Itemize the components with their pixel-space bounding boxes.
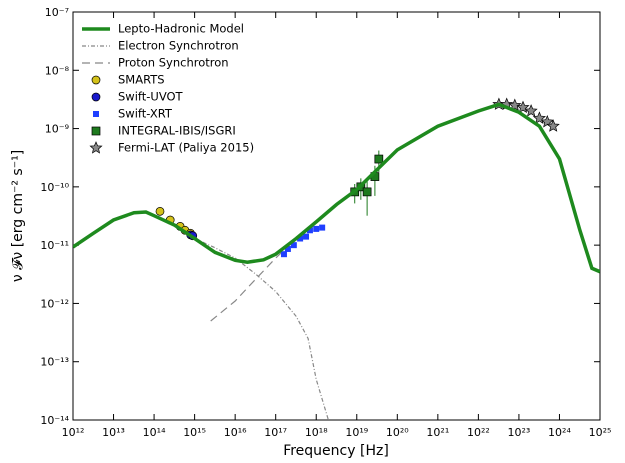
x-tick-label: 10²⁰: [386, 426, 409, 439]
x-tick-label: 10²¹: [426, 426, 449, 439]
x-tick-label: 10²⁵: [589, 426, 612, 439]
legend-marker: [89, 141, 103, 154]
legend-marker: [93, 111, 99, 117]
data-point: [319, 224, 326, 231]
y-tick-label: 10⁻¹⁰: [40, 181, 69, 194]
series-line: [194, 237, 329, 420]
x-axis-label: Frequency [Hz]: [283, 443, 389, 459]
legend-label: Electron Synchrotron: [118, 39, 239, 53]
y-tick-label: 10⁻¹¹: [40, 239, 69, 252]
data-point: [290, 242, 297, 249]
legend-marker: [91, 126, 101, 136]
x-tick-label: 10¹⁵: [183, 426, 206, 439]
series-line: [73, 102, 600, 274]
data-point: [280, 251, 287, 258]
x-tick-label: 10²²: [467, 426, 490, 439]
legend-label: Lepto-Hadronic Model: [118, 22, 244, 36]
legend-label: SMARTS: [118, 73, 165, 87]
y-axis-label: ν 𝓕ν [erg cm⁻² s⁻¹]: [10, 150, 26, 282]
x-tick-label: 10¹⁷: [264, 426, 287, 439]
legend-label: Swift-XRT: [118, 107, 173, 121]
legend-label: INTEGRAL-IBIS/ISGRI: [118, 124, 236, 138]
legend-label: Fermi-LAT (Paliya 2015): [118, 141, 254, 155]
data-point: [155, 206, 165, 216]
data-point: [297, 235, 304, 242]
y-tick-label: 10⁻⁸: [45, 64, 70, 77]
y-tick-label: 10⁻⁹: [45, 123, 69, 136]
data-point: [374, 154, 384, 164]
x-tick-label: 10¹⁶: [224, 426, 247, 439]
x-tick-label: 10²³: [508, 426, 531, 439]
data-point: [313, 225, 320, 232]
data-point: [303, 233, 310, 240]
x-tick-label: 10²⁴: [548, 426, 571, 439]
legend-marker: [91, 92, 101, 102]
legend-label: Swift-UVOT: [118, 90, 184, 104]
x-tick-label: 10¹²: [62, 426, 85, 439]
data-point: [540, 114, 554, 128]
x-tick-label: 10¹⁹: [345, 426, 368, 439]
plot-frame: [72, 11, 601, 421]
y-tick-label: 10⁻¹⁴: [40, 414, 69, 427]
y-tick-label: 10⁻¹³: [40, 356, 69, 369]
data-point: [546, 119, 560, 132]
data-point: [524, 104, 538, 117]
data-point: [362, 187, 372, 197]
x-tick-label: 10¹⁴: [143, 426, 166, 439]
x-tick-label: 10¹⁸: [305, 426, 328, 439]
legend-marker: [91, 75, 101, 85]
data-point: [306, 227, 313, 234]
data-point: [508, 98, 522, 111]
y-tick-label: 10⁻¹²: [40, 297, 69, 310]
data-point: [284, 245, 291, 252]
x-tick-label: 10¹³: [102, 426, 125, 439]
y-tick-label: 10⁻⁷: [45, 6, 69, 19]
legend-label: Proton Synchrotron: [118, 56, 229, 70]
